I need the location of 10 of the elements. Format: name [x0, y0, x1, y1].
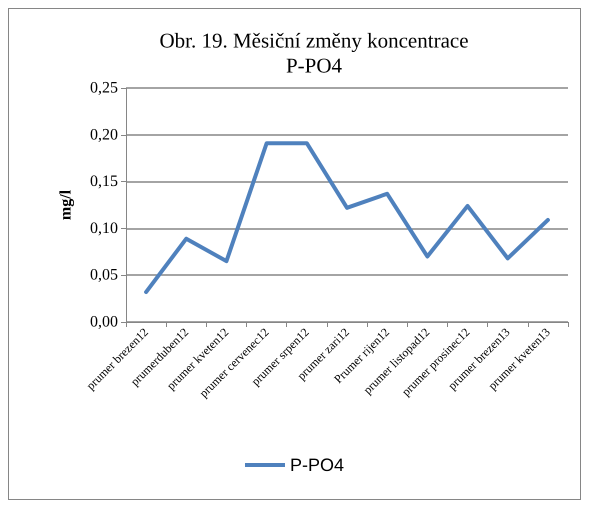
y-tick-label: 0,15	[90, 173, 118, 190]
line-series	[144, 141, 550, 294]
y-axis-title: mg/l	[58, 189, 74, 220]
y-tick-label: 0,05	[90, 266, 118, 284]
legend-label: P-PO4	[290, 455, 344, 475]
y-tick-label: 0,20	[90, 126, 118, 144]
chart-title: Obr. 19. Měsiční změny koncentrace P-PO4	[159, 28, 469, 78]
y-tick-label: 0,00	[90, 314, 118, 330]
y-tick-label: 0,25	[90, 80, 118, 96]
y-tick-label: 0,10	[90, 220, 118, 237]
